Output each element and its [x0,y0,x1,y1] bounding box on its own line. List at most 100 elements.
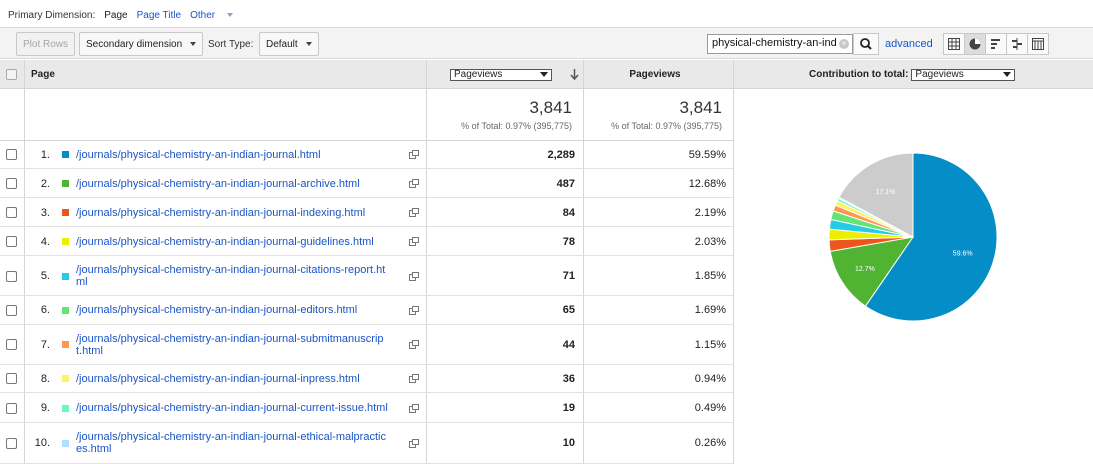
pageviews-value: 65 [562,304,575,316]
pie-slice[interactable] [829,236,915,307]
row-number: 8. [40,372,50,385]
sort-type-value: Default [266,38,298,50]
page-link[interactable]: /journals/physical-chemistry-an-indian-j… [76,304,358,316]
page-link[interactable]: /journals/physical-chemistry-an-indian-j… [76,206,366,219]
row-checkbox[interactable] [6,423,17,463]
sort-type-dropdown[interactable]: Default [259,32,319,56]
row-number: 3. [40,206,50,219]
secondary-dimension-label: Secondary dimension [86,38,183,50]
table-header: Page Pageviews Pageviews Contribution to… [0,60,1093,89]
open-page-icon[interactable] [408,170,420,197]
open-page-icon[interactable] [408,325,420,364]
search-input[interactable]: physical-chemistry-an-ind [707,34,853,54]
pie-slice-label: 59.6% [953,250,973,257]
pageviews-percent: 59.59% [688,148,726,161]
secondary-dimension-dropdown[interactable]: Secondary dimension [79,32,204,56]
open-page-icon[interactable] [408,296,420,324]
pie-view-button[interactable] [964,33,986,55]
open-page-icon[interactable] [408,257,420,295]
row-number: 9. [40,402,50,414]
row-checkbox[interactable] [6,394,17,422]
pie-slice[interactable] [838,152,914,238]
open-page-icon[interactable] [408,423,420,463]
pivot-view-button[interactable] [1027,33,1049,55]
row-checkbox[interactable] [6,325,17,364]
pageviews-percent: 2.19% [694,206,726,219]
pageviews-value: 78 [562,235,575,248]
open-page-icon[interactable] [408,228,420,255]
dimension-other[interactable]: Other [190,9,234,21]
table-row: 3. /journals/physical-chemistry-an-indian… [0,199,733,227]
page-column-header[interactable]: Page [31,69,55,80]
total-pageviews-2: 3,841 % of Total: 0.97% (395,775) [586,98,722,131]
page-link[interactable]: /journals/physical-chemistry-an-indian-j… [76,431,386,455]
row-checkbox[interactable] [6,141,17,168]
pageviews-column-header[interactable]: Pageviews [629,69,681,80]
select-all-checkbox[interactable] [6,60,17,89]
page-link[interactable]: /journals/physical-chemistry-an-indian-j… [76,177,360,190]
pie-slice[interactable] [864,152,998,322]
row-checkbox[interactable] [6,365,17,392]
pageviews-value: 84 [562,206,575,219]
primary-dimension-bar: Primary Dimension: Page Page Title Other [8,8,242,22]
table-row: 2. /journals/physical-chemistry-an-indian… [0,170,733,198]
pageviews-percent: 2.03% [694,235,726,248]
contribution-select[interactable]: Pageviews [911,68,1016,81]
metric-select-cell: Pageviews [450,60,552,89]
dimension-page-title[interactable]: Page Title [136,9,182,21]
pageviews-percent: 12.68% [688,177,726,190]
pageviews-value: 71 [562,270,575,282]
pageviews-percent: 0.94% [694,372,726,385]
metric-select[interactable]: Pageviews [450,68,552,81]
dimension-other-label: Other [190,9,216,21]
open-page-icon[interactable] [408,394,420,422]
pageviews-value: 19 [562,402,575,414]
pageviews-percent: 1.15% [694,338,726,351]
plot-rows-button[interactable]: Plot Rows [16,32,76,56]
table-row: 9. /journals/physical-chemistry-an-indian… [0,394,733,423]
row-checkbox[interactable] [6,257,17,295]
row-checkbox[interactable] [6,170,17,197]
pageviews-percent: 0.49% [694,402,726,414]
row-checkbox[interactable] [6,296,17,324]
data-table-icon [948,38,960,50]
table-row: 10. /journals/physical-chemistry-an-india… [0,423,733,464]
grid-line [733,60,734,464]
page-link[interactable]: /journals/physical-chemistry-an-indian-j… [76,235,374,248]
open-page-icon[interactable] [408,141,420,168]
total-value: 3,841 [529,98,572,117]
table-row: 8. /journals/physical-chemistry-an-indian… [0,365,733,393]
page-link[interactable]: /journals/physical-chemistry-an-indian-j… [76,402,388,414]
chevron-down-icon [227,12,234,17]
sort-type-label: Sort Type: [208,39,254,50]
performance-icon [991,39,1000,49]
row-number: 7. [40,338,50,351]
pageviews-value: 2,289 [547,148,575,161]
grid-line [24,60,25,464]
table-row: 5. /journals/physical-chemistry-an-indian… [0,257,733,296]
series-color-swatch [62,423,69,463]
comparison-view-button[interactable] [1006,33,1028,55]
search-button[interactable] [853,33,879,55]
data-table-view-button[interactable] [943,33,965,55]
open-page-icon[interactable] [408,365,420,392]
row-checkbox[interactable] [6,199,17,226]
dimension-page[interactable]: Page [104,9,128,21]
page-link[interactable]: /journals/physical-chemistry-an-indian-j… [76,332,384,357]
page-link[interactable]: /journals/physical-chemistry-an-indian-j… [76,148,321,161]
advanced-filter-link[interactable]: advanced [885,38,933,50]
clear-search-icon[interactable]: × [839,39,849,49]
pageviews-percent: 0.26% [694,437,726,449]
table-row: 7. /journals/physical-chemistry-an-indian… [0,325,733,365]
search-icon [860,38,872,50]
series-color-swatch [62,394,69,422]
open-page-icon[interactable] [408,199,420,226]
row-number: 4. [40,235,50,248]
series-color-swatch [62,257,69,295]
pageviews-value: 10 [562,437,575,449]
performance-view-button[interactable] [985,33,1007,55]
row-checkbox[interactable] [6,228,17,255]
page-link[interactable]: /journals/physical-chemistry-an-indian-j… [76,264,386,288]
page-link[interactable]: /journals/physical-chemistry-an-indian-j… [76,372,360,385]
sort-arrow[interactable] [570,60,579,89]
